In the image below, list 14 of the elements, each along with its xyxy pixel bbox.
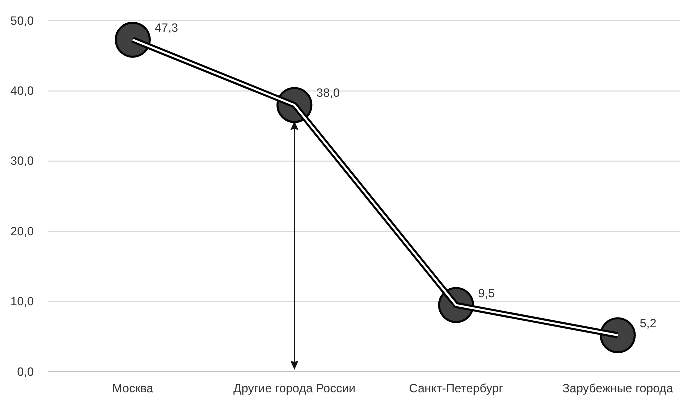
data-label: 5,2 xyxy=(640,316,658,330)
data-label: 38,0 xyxy=(316,86,340,100)
y-tick-label: 40,0 xyxy=(10,84,34,98)
y-tick-label: 20,0 xyxy=(10,224,34,238)
data-label: 47,3 xyxy=(155,20,179,35)
x-tick-label: Зарубежные города xyxy=(562,382,674,396)
y-tick-label: 0,0 xyxy=(17,364,34,379)
x-tick-label: Другие города России xyxy=(234,382,356,396)
y-tick-label: 30,0 xyxy=(10,154,34,168)
x-tick-label: Санкт-Петербург xyxy=(409,382,504,396)
data-label: 9,5 xyxy=(478,286,496,300)
y-tick-label: 10,0 xyxy=(10,294,34,309)
x-tick-label: Москва xyxy=(112,382,154,396)
y-tick-label: 50,0 xyxy=(10,14,34,28)
